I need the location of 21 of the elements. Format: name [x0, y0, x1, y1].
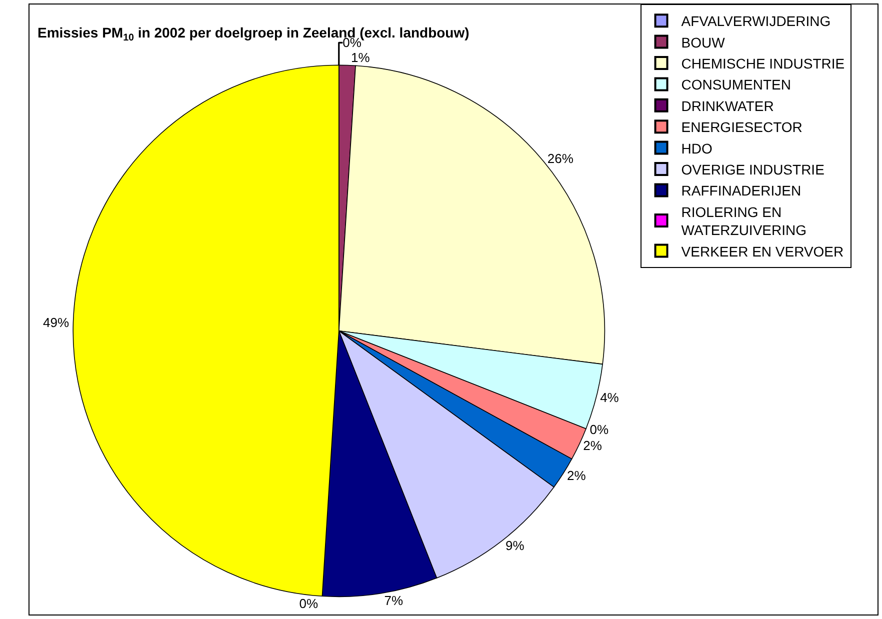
legend-label: BOUW: [681, 34, 726, 50]
text: 0%: [590, 422, 609, 438]
data-label: 1%: [350, 50, 370, 66]
legend-label: RAFFINADERIJEN: [681, 182, 802, 199]
data-label: 9%: [506, 538, 525, 554]
legend-label: OVERIGE INDUSTRIE: [681, 161, 824, 178]
legend-label: CHEMISCHE INDUSTRIE: [681, 55, 845, 72]
legend-label: VERKEER EN VERVOER: [681, 243, 844, 260]
legend-label: CONSUMENTEN: [681, 76, 791, 93]
data-label: 4%: [600, 390, 620, 405]
legend-label: RIOLERING EN WATERZUIVERING: [681, 204, 807, 238]
text: 0%: [299, 596, 318, 612]
data-label: 26%: [547, 150, 574, 166]
data-label: 49%: [43, 315, 70, 330]
legend-label: AFVALVERWIJDERING: [681, 13, 831, 30]
data-label: 2%: [567, 468, 586, 483]
data-label: 2%: [583, 438, 602, 453]
data-label: 7%: [384, 593, 404, 608]
legend-label: HDO: [681, 140, 712, 156]
legend-label: DRINKWATER: [681, 98, 774, 114]
legend-label: ENERGIESECTOR: [681, 119, 802, 136]
